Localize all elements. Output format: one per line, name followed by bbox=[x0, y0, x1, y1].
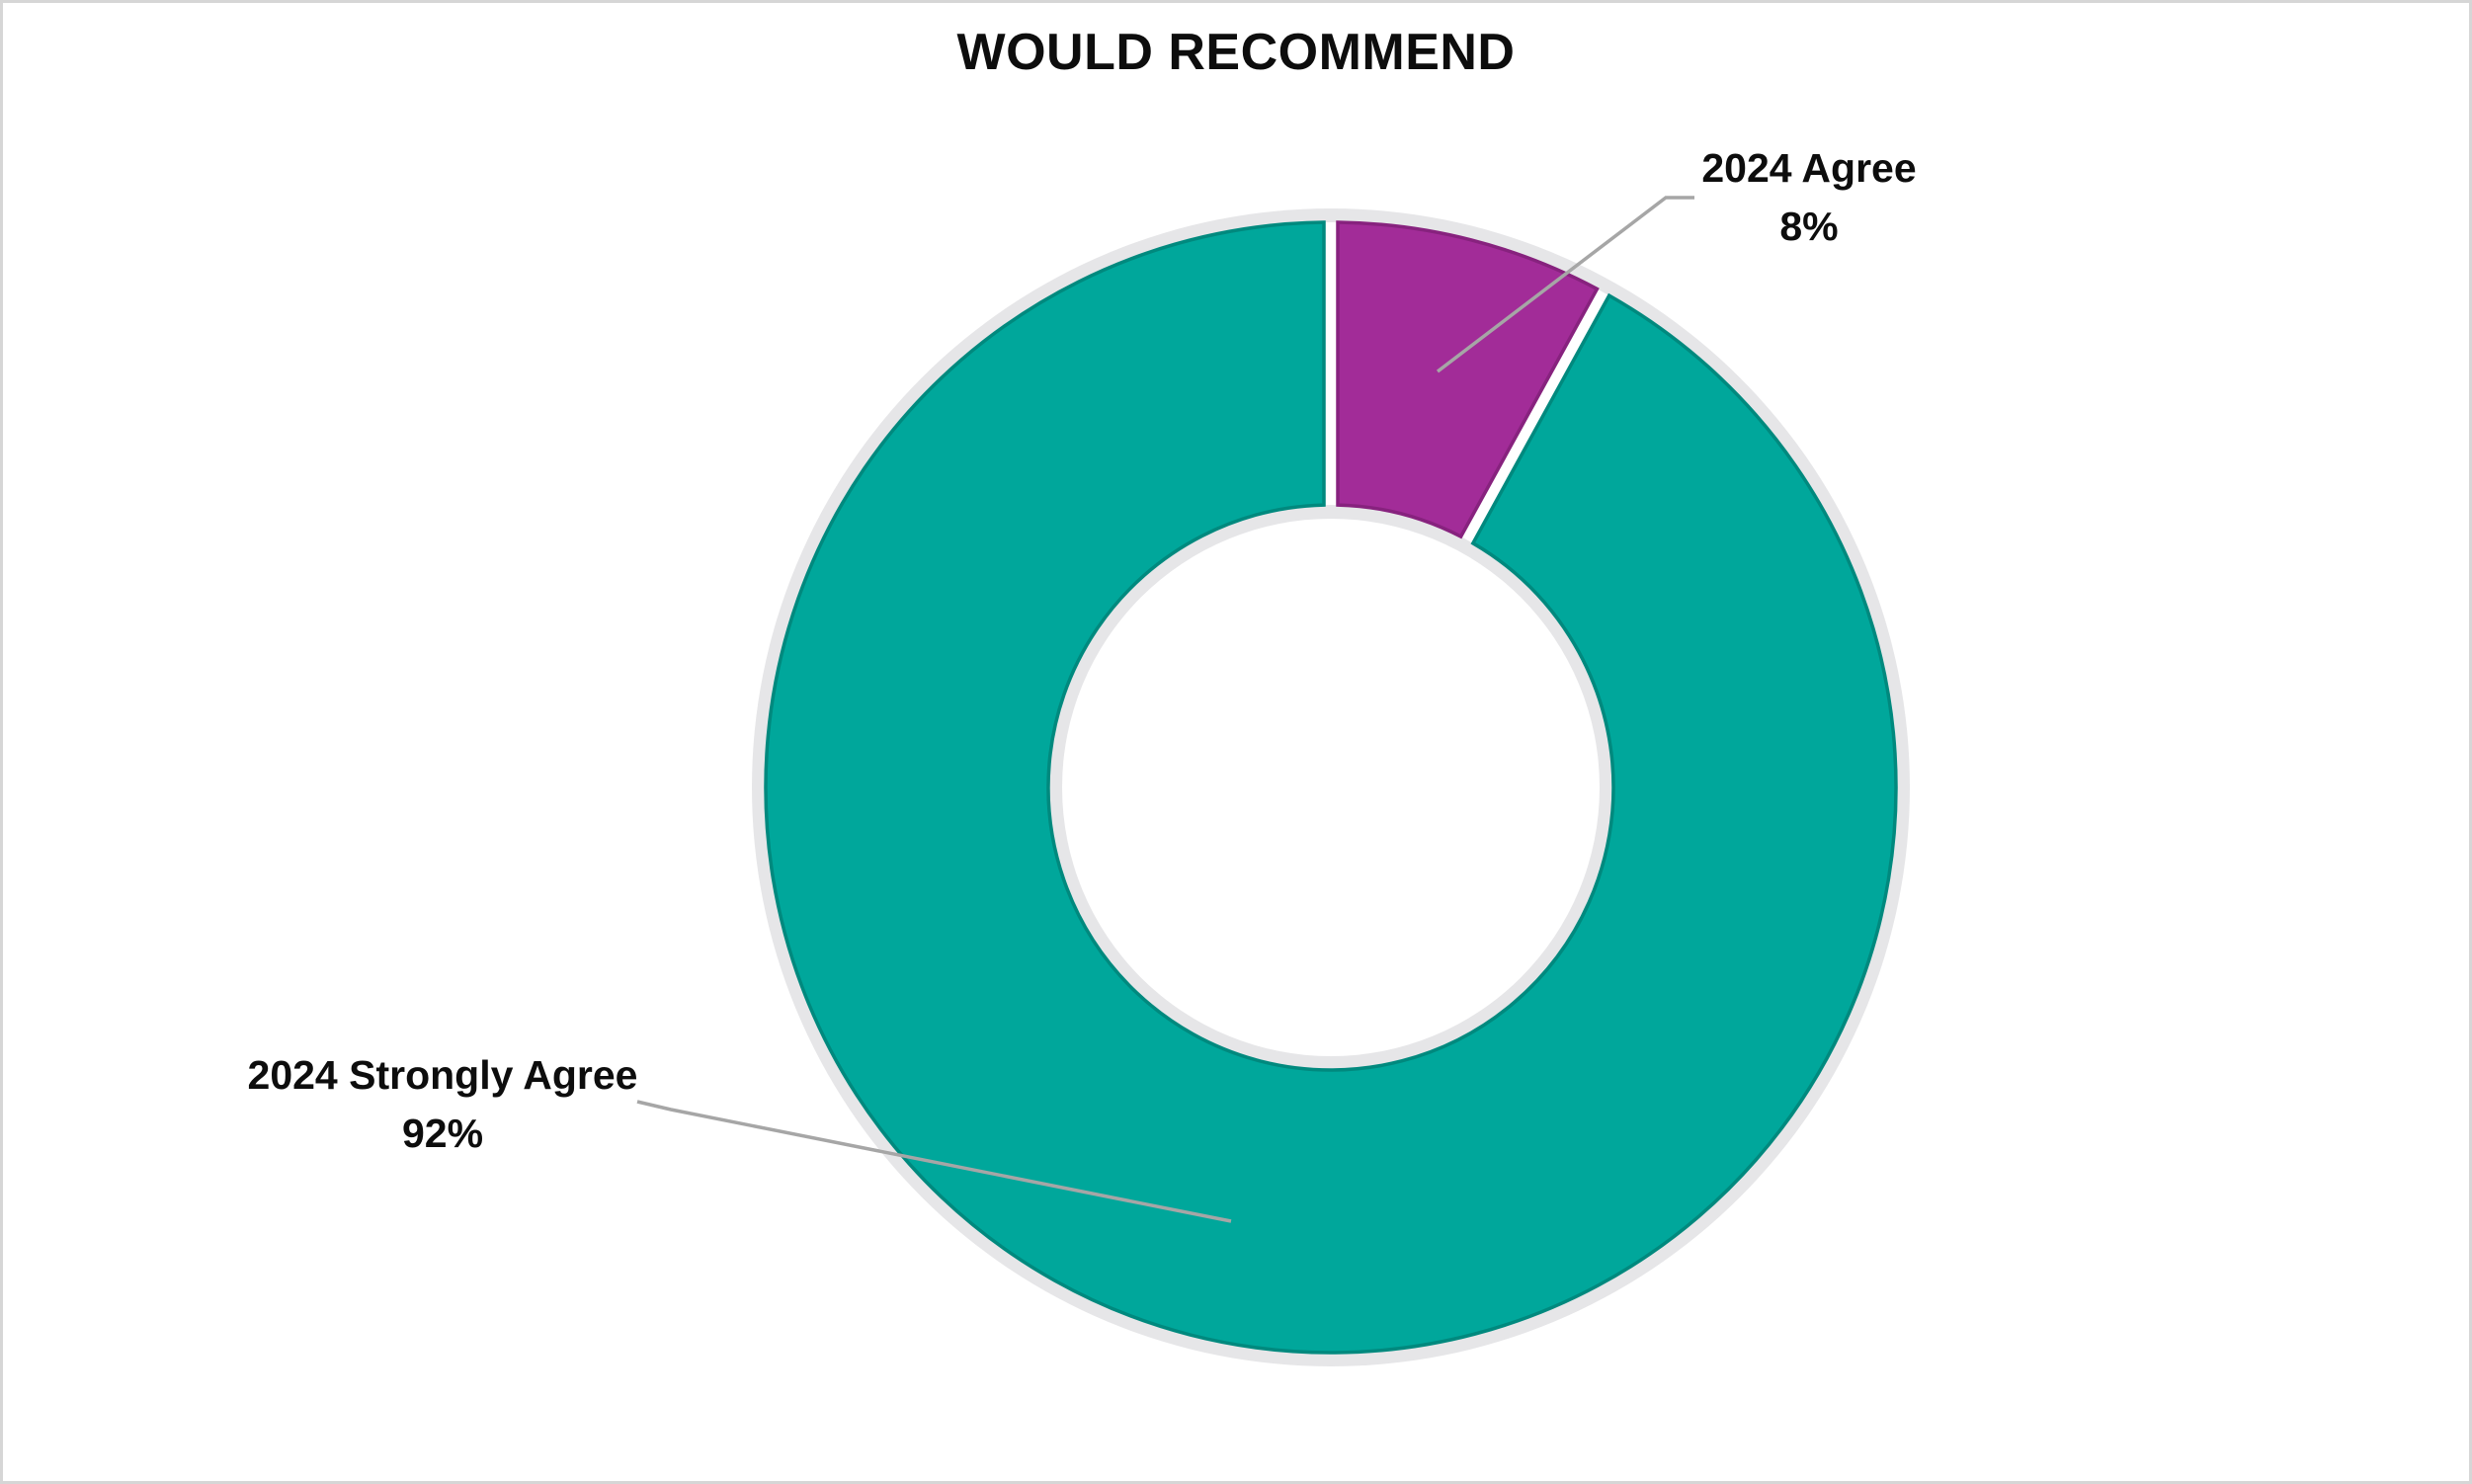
doughnut-plot bbox=[636, 196, 1910, 1366]
chart-title: WOULD RECOMMEND bbox=[956, 24, 1516, 81]
data-label-agree-category: 2024 Agree bbox=[1701, 145, 1917, 191]
data-label-agree: 2024 Agree 8% bbox=[1611, 139, 2007, 256]
leader-line-strongly-agree bbox=[636, 1100, 1232, 1223]
data-label-strongly-agree-category: 2024 Strongly Agree bbox=[247, 1052, 638, 1098]
slice-strongly-agree bbox=[764, 220, 1898, 1355]
data-label-strongly-agree-value: 92% bbox=[401, 1111, 484, 1156]
data-label-agree-value: 8% bbox=[1779, 204, 1839, 249]
doughnut-hole bbox=[1062, 519, 1600, 1056]
leader-line-agree bbox=[1436, 196, 1694, 373]
data-label-strongly-agree: 2024 Strongly Agree 92% bbox=[225, 1046, 660, 1163]
